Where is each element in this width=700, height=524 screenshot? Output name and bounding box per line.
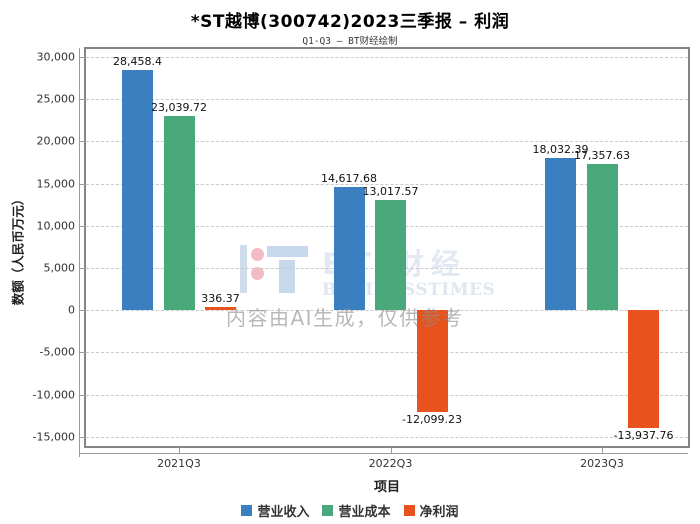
gridline	[86, 57, 688, 58]
bar-营业成本-2022Q3	[375, 200, 406, 310]
legend-label: 净利润	[419, 505, 459, 520]
bt-watermark-brand-sub: BUSINESSTIMES	[322, 280, 496, 300]
y-tick	[79, 141, 86, 143]
y-axis-title: 数额（人民币万元）	[10, 192, 26, 306]
bar-value-label: -12,099.23	[402, 413, 462, 427]
legend-label: 营业收入	[257, 505, 310, 520]
gridline	[86, 436, 688, 438]
y-tick-label: 5,000	[43, 261, 76, 275]
y-tick-label: 30,000	[36, 50, 76, 64]
bar-净利润-2022Q3	[416, 310, 448, 413]
gridline	[86, 352, 688, 354]
bar-value-label: 17,357.63	[574, 148, 630, 162]
bt-logo-t-icon	[267, 246, 308, 257]
y-axis-line	[79, 48, 80, 457]
gridline	[86, 394, 688, 396]
bar-value-label: 18,032.39	[532, 142, 589, 156]
bt-logo-t-icon	[279, 260, 295, 293]
y-tick	[79, 394, 86, 396]
y-tick-label: 15,000	[36, 177, 76, 191]
bar-value-label: 13,017.57	[362, 185, 419, 199]
y-tick-label: -5,000	[39, 345, 75, 359]
y-tick-label: -10,000	[32, 388, 75, 402]
x-tick	[179, 447, 180, 454]
gridline	[86, 99, 688, 101]
bt-logo-dot-icon	[251, 267, 264, 280]
y-tick-label: 0	[68, 303, 75, 317]
chart-title: *ST越博(300742)2023三季报 – 利润	[190, 12, 510, 32]
y-tick-label: 25,000	[36, 92, 76, 106]
legend-item-净利润: 净利润	[403, 501, 459, 520]
bar-营业收入-2023Q3	[545, 157, 576, 310]
x-tick-label: 2023Q3	[580, 457, 624, 470]
legend-swatch-icon	[403, 505, 415, 516]
bar-净利润-2021Q3	[205, 307, 236, 310]
bar-营业成本-2021Q3	[163, 115, 195, 310]
gridline	[86, 183, 688, 185]
x-tick-label: 2021Q3	[157, 457, 201, 470]
bt-logo-bar-icon	[240, 245, 247, 293]
chart-subtitle: Q1-Q3 – BT财经绘制	[302, 36, 398, 47]
y-tick	[79, 183, 86, 185]
x-tick-label: 2022Q3	[368, 457, 413, 470]
bar-value-label: 336.37	[201, 292, 240, 306]
bar-营业收入-2021Q3	[122, 69, 153, 310]
plot-area: BT 财经 BUSINESSTIMES 内容由AI生成，仅供参考 30,0002…	[33, 47, 690, 470]
y-tick	[79, 225, 86, 227]
legend-swatch-icon	[322, 505, 334, 516]
y-tick	[79, 57, 86, 58]
x-tick	[390, 447, 392, 454]
y-tick	[79, 436, 86, 438]
bar-value-label: -13,937.76	[613, 428, 674, 442]
bar-value-label: 28,458.4	[113, 54, 162, 68]
bar-value-label: 23,039.72	[151, 100, 207, 114]
bar-净利润-2023Q3	[628, 310, 659, 428]
gridline	[86, 141, 688, 143]
legend-label: 营业成本	[338, 505, 391, 520]
bar-value-label: 14,617.68	[321, 171, 377, 185]
y-tick-label: 20,000	[36, 134, 76, 148]
x-axis-line	[79, 453, 688, 454]
y-tick	[79, 310, 86, 312]
bar-营业收入-2022Q3	[333, 186, 365, 310]
gridline	[86, 310, 688, 312]
y-tick	[79, 352, 86, 354]
legend-item-营业成本: 营业成本	[322, 501, 391, 520]
y-tick-label: 10,000	[36, 219, 76, 233]
x-tick	[602, 447, 603, 454]
legend-item-营业收入: 营业收入	[241, 501, 309, 520]
ai-generated-notice: 内容由AI生成，仅供参考	[226, 306, 464, 330]
legend: 营业收入 营业成本 净利润	[0, 501, 700, 520]
bt-logo-dot-icon	[251, 248, 264, 261]
y-tick	[79, 268, 86, 269]
x-axis-title: 项目	[373, 480, 401, 495]
y-tick	[79, 99, 86, 101]
bar-营业成本-2023Q3	[586, 163, 618, 310]
legend-swatch-icon	[241, 505, 253, 516]
y-tick-label: -15,000	[32, 430, 75, 444]
